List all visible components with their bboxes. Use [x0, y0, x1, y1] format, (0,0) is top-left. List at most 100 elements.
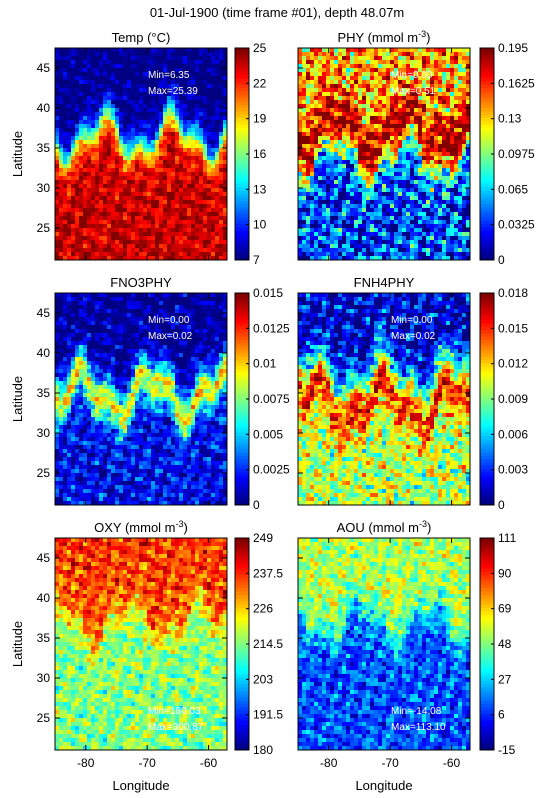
colorbar-tick-label: 0.0075	[253, 392, 290, 406]
colorbar-tick-label: 19	[253, 112, 267, 126]
colorbar-tick-label: 0.009	[498, 392, 528, 406]
panel-title: FNH4PHY	[354, 275, 415, 290]
stat-annotation: Max=25.39	[148, 86, 198, 97]
xtick-label: -80	[77, 756, 95, 770]
colorbar-tick-label: 249	[253, 531, 273, 545]
ytick-label: 35	[37, 631, 51, 645]
ytick-label: 25	[37, 221, 51, 235]
ytick-label: 30	[37, 426, 51, 440]
colorbar-tick-label: 0	[498, 253, 505, 267]
heatmap-field	[298, 538, 470, 750]
heatmap-field	[298, 48, 470, 260]
stat-annotation: Min=0.00	[391, 315, 433, 326]
colorbar-tick-label: 0.13	[498, 112, 522, 126]
colorbar-tick-label: 0.0125	[253, 321, 290, 335]
stat-annotation: Max=0.02	[148, 331, 193, 342]
colorbar-tick-label: 0.195	[498, 41, 528, 55]
panel-title: PHY (mmol m-3)	[337, 29, 430, 45]
stat-annotation: Min=6.35	[148, 70, 190, 81]
colorbar-tick-label: 0.015	[498, 321, 528, 335]
colorbar-tick-label: 0.065	[498, 182, 528, 196]
colorbar: 7 10 13 16 19 22 25	[234, 41, 267, 267]
xtick-label: -60	[200, 756, 218, 770]
stat-annotation: Min=180.03	[148, 706, 201, 717]
panel-title: FNO3PHY	[110, 275, 172, 290]
colorbar-tick-label: 0.012	[498, 357, 528, 371]
colorbar: 0 0.0325 0.065 0.0975 0.13 0.1625 0.195	[479, 41, 535, 267]
y-axis-label: Latitude	[10, 131, 25, 177]
ytick-label: 40	[37, 591, 51, 605]
colorbar-tick-label: 69	[498, 602, 512, 616]
x-axis-label: Longitude	[355, 778, 412, 793]
figure-title: 01-Jul-1900 (time frame #01), depth 48.0…	[150, 5, 404, 20]
colorbar-tick-label: 0.003	[498, 463, 528, 477]
ytick-label: 45	[37, 306, 51, 320]
colorbar-tick-label: 27	[498, 672, 512, 686]
colorbar-tick-label: 214.5	[253, 637, 283, 651]
colorbar-tick-label: 111	[498, 531, 517, 545]
ytick-label: 30	[37, 671, 51, 685]
xtick-label: -80	[320, 756, 338, 770]
panel-0: 25 30 35 40 45 Temp (°C) Latitude Min=6.35 Max=2…	[10, 30, 267, 267]
colorbar-tick-label: 180	[253, 743, 273, 757]
colorbar-tick-label: -15	[498, 743, 516, 757]
colorbar: 180 191.5 203 214.5 226 237.5 249	[234, 531, 283, 757]
heatmap-field	[55, 538, 227, 750]
colorbar-tick-label: 0.018	[498, 286, 528, 300]
ytick-label: 35	[37, 386, 51, 400]
colorbar-tick-label: 25	[253, 41, 267, 55]
colorbar: 0 0.003 0.006 0.009 0.012 0.015 0.018	[479, 286, 528, 512]
panel-title: AOU (mmol m-3)	[337, 519, 432, 535]
xtick-label: -70	[138, 756, 156, 770]
y-axis-label: Latitude	[10, 376, 25, 422]
plot-frame	[54, 292, 228, 506]
heatmap-field	[55, 48, 227, 260]
panel-3: FNH4PHYMin=0.00Max=0.0200.0030.0060.0090…	[297, 275, 528, 512]
colorbar-tick-label: 7	[253, 253, 260, 267]
colorbar-tick-label: 48	[498, 637, 512, 651]
panel-2: 25 30 35 40 45 FNO3PHY Latitude Min=0.00 Max=0.0…	[10, 275, 290, 512]
colorbar-tick-label: 0.005	[253, 427, 283, 441]
colorbar-tick-label: 0.0325	[498, 218, 535, 232]
ytick-label: 25	[37, 466, 51, 480]
xtick-label: -60	[443, 756, 461, 770]
ytick-label: 45	[37, 61, 51, 75]
colorbar-tick-label: 226	[253, 602, 273, 616]
colorbar-tick-label: 0.006	[498, 427, 528, 441]
colorbar-tick-label: 22	[253, 76, 267, 90]
colorbar-tick-label: 203	[253, 672, 273, 686]
x-axis-label: Longitude	[112, 778, 169, 793]
colorbar-tick-label: 90	[498, 566, 512, 580]
ytick-label: 45	[37, 551, 51, 565]
stat-annotation: Max=113.10	[391, 722, 446, 733]
colorbar-tick-label: 0.01	[253, 357, 277, 371]
panel-title: Temp (°C)	[112, 30, 171, 45]
stat-annotation: Max=300.87	[148, 722, 204, 733]
stat-annotation: Min=0.00	[391, 70, 433, 81]
y-axis-label: Latitude	[10, 621, 25, 667]
colorbar-tick-label: 237.5	[253, 566, 283, 580]
stat-annotation: Max=0.02	[391, 331, 436, 342]
plot-frame	[54, 537, 228, 751]
plot-frame	[297, 537, 471, 751]
stat-annotation: Max=0.51	[391, 86, 436, 97]
panel-4: 25 30 35 40 45 -80 -70 -60 OXY (mmol m-3) Latitud…	[10, 519, 283, 793]
heatmap-field	[298, 293, 470, 505]
ytick-label: 40	[37, 346, 51, 360]
stat-annotation: Min=0.00	[148, 315, 190, 326]
colorbar-tick-label: 0.1625	[498, 76, 535, 90]
colorbar: -15 6 27 48 69 90 111	[479, 531, 517, 757]
colorbar-tick-label: 0	[253, 498, 260, 512]
plot-frame	[297, 292, 471, 506]
colorbar-tick-label: 0.015	[253, 286, 283, 300]
colorbar-tick-label: 6	[498, 708, 505, 722]
colorbar-tick-label: 0	[498, 498, 505, 512]
xtick-label: -70	[381, 756, 399, 770]
ytick-label: 30	[37, 181, 51, 195]
colorbar-tick-label: 191.5	[253, 708, 283, 722]
colorbar-tick-label: 0.0975	[498, 147, 535, 161]
stat-annotation: Min=-14.08	[391, 706, 442, 717]
colorbar-tick-label: 16	[253, 147, 267, 161]
colorbar-tick-label: 13	[253, 182, 267, 196]
